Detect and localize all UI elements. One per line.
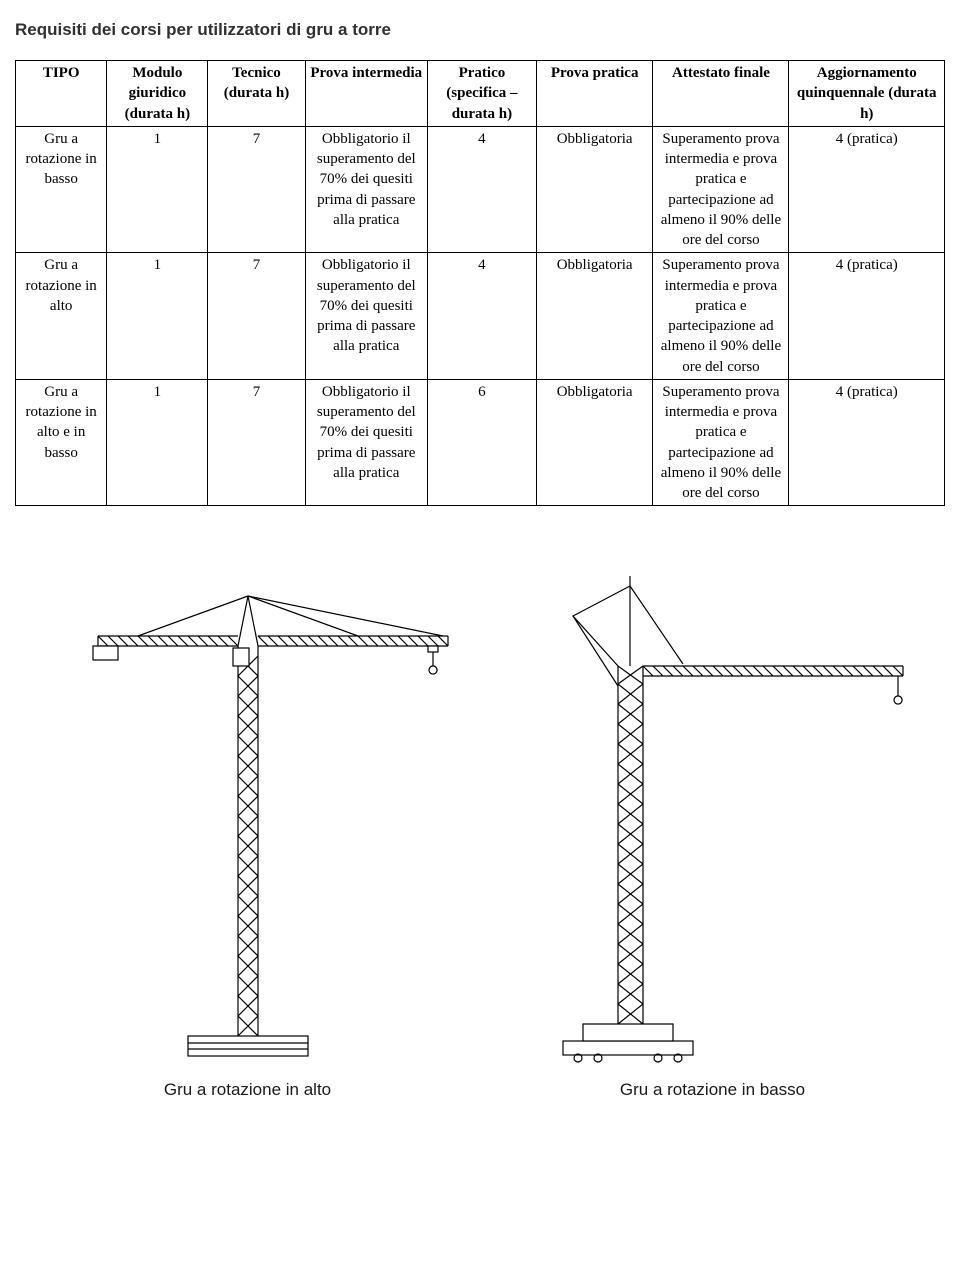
crane-bottom-rotation-icon — [503, 566, 923, 1066]
figures-row: Gru a rotazione in alto — [15, 566, 945, 1100]
cell-tipo: Gru a rotazione in basso — [16, 126, 107, 253]
col-aggiornamento: Aggiornamento quinquennale (durata h) — [789, 61, 945, 127]
cell-tipo: Gru a rotazione in alto — [16, 253, 107, 380]
cell-prova_pratica: Obbligatoria — [536, 126, 653, 253]
cell-attestato: Superamento prova intermedia e prova pra… — [653, 379, 789, 506]
cell-attestato: Superamento prova intermedia e prova pra… — [653, 126, 789, 253]
col-tecnico: Tecnico (durata h) — [208, 61, 305, 127]
cell-pratico: 6 — [428, 379, 537, 506]
cell-giuridico: 1 — [107, 253, 208, 380]
table-row: Gru a rotazione in alto17Obbligatorio il… — [16, 253, 945, 380]
cell-intermedia: Obbligatorio il superamento del 70% dei … — [305, 379, 427, 506]
cell-giuridico: 1 — [107, 126, 208, 253]
figure-left-caption: Gru a rotazione in alto — [164, 1080, 331, 1100]
col-giuridico: Modulo giuridico (durata h) — [107, 61, 208, 127]
cell-giuridico: 1 — [107, 379, 208, 506]
figure-right-caption: Gru a rotazione in basso — [620, 1080, 805, 1100]
table-row: Gru a rotazione in basso17Obbligatorio i… — [16, 126, 945, 253]
col-attestato: Attestato finale — [653, 61, 789, 127]
col-intermedia: Prova intermedia — [305, 61, 427, 127]
cell-tecnico: 7 — [208, 126, 305, 253]
cell-pratico: 4 — [428, 253, 537, 380]
cell-aggiornamento: 4 (pratica) — [789, 379, 945, 506]
cell-tecnico: 7 — [208, 253, 305, 380]
figure-right: Gru a rotazione in basso — [503, 566, 923, 1100]
cell-intermedia: Obbligatorio il superamento del 70% dei … — [305, 126, 427, 253]
crane-top-rotation-icon — [38, 566, 458, 1066]
cell-tipo: Gru a rotazione in alto e in basso — [16, 379, 107, 506]
table-row: Gru a rotazione in alto e in basso17Obbl… — [16, 379, 945, 506]
table-header-row: TIPO Modulo giuridico (durata h) Tecnico… — [16, 61, 945, 127]
cell-attestato: Superamento prova intermedia e prova pra… — [653, 253, 789, 380]
col-tipo: TIPO — [16, 61, 107, 127]
cell-pratico: 4 — [428, 126, 537, 253]
figure-left: Gru a rotazione in alto — [38, 566, 458, 1100]
cell-prova_pratica: Obbligatoria — [536, 253, 653, 380]
col-pratico: Pratico (specifica – durata h) — [428, 61, 537, 127]
cell-intermedia: Obbligatorio il superamento del 70% dei … — [305, 253, 427, 380]
cell-aggiornamento: 4 (pratica) — [789, 126, 945, 253]
page-title: Requisiti dei corsi per utilizzatori di … — [15, 20, 945, 40]
cell-tecnico: 7 — [208, 379, 305, 506]
cell-prova_pratica: Obbligatoria — [536, 379, 653, 506]
requirements-table: TIPO Modulo giuridico (durata h) Tecnico… — [15, 60, 945, 506]
col-prova-pratica: Prova pratica — [536, 61, 653, 127]
cell-aggiornamento: 4 (pratica) — [789, 253, 945, 380]
